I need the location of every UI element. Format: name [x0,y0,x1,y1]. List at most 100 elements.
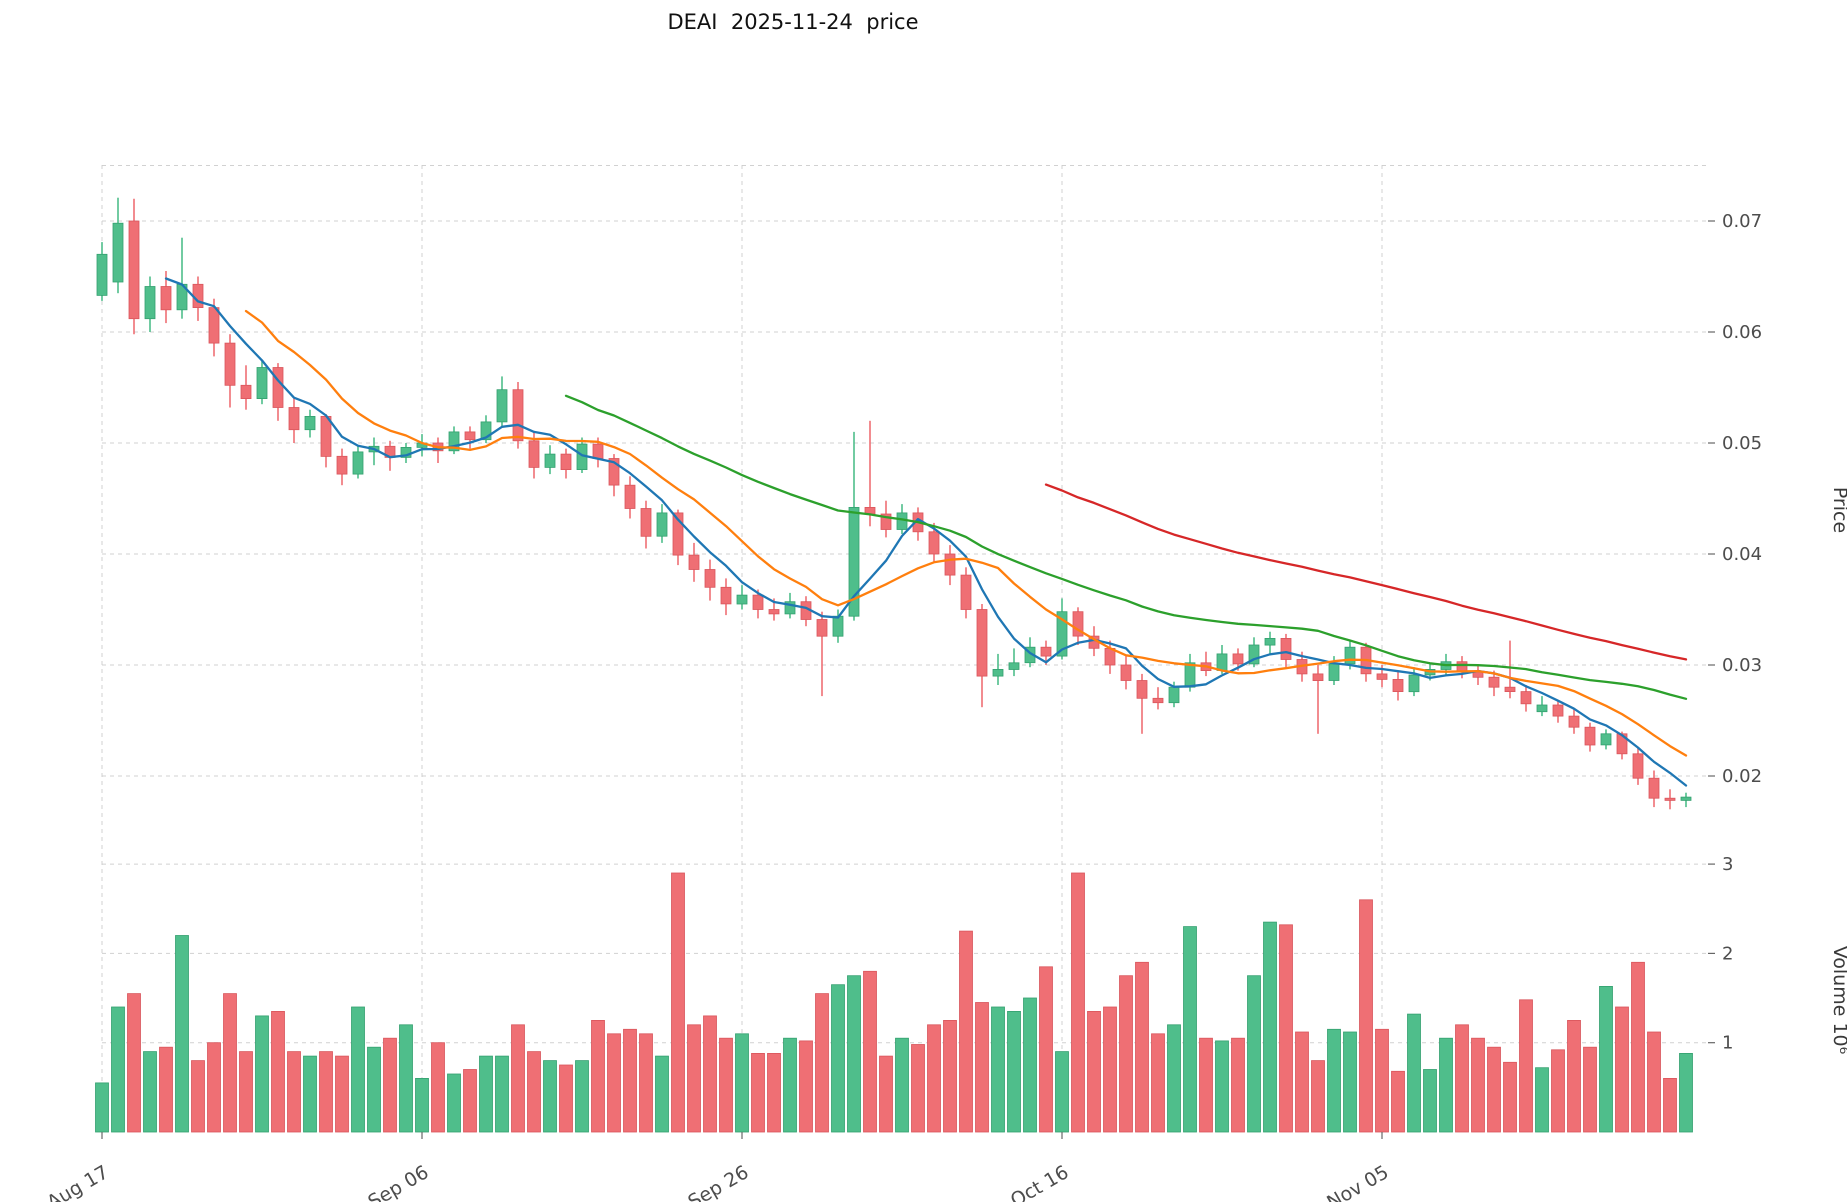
candle-body [1248,644,1260,665]
candle-body [1504,686,1516,693]
candle-body [192,283,204,308]
candle-body [336,455,348,475]
x-tick-label: Aug 17 [43,1161,112,1202]
volume-bar [1151,1033,1165,1133]
volume-bar [303,1055,317,1133]
volume-bar [527,1051,541,1133]
price-tick-label: 0.03 [1722,655,1762,676]
volume-bar [1007,1011,1021,1133]
volume-bar [719,1037,733,1133]
volume-bar [175,935,189,1133]
candle-body [512,389,524,442]
candle-body [96,253,108,296]
volume-bar [751,1053,765,1133]
volume-bar [1087,1011,1101,1133]
volume-bar [447,1073,461,1133]
volume-bar [879,1055,893,1133]
candle-body [1184,662,1196,688]
volume-bar [1599,986,1613,1133]
volume-bar [639,1033,653,1133]
candle-body [736,594,748,605]
candle-body [592,443,604,459]
volume-axis-title: Volume 10⁶ [1829,946,1847,1055]
volume-bar [1231,1037,1245,1133]
volume-bar [1471,1037,1485,1133]
volume-bar [1407,1013,1421,1133]
volume-bar [1503,1061,1517,1133]
volume-bar [1215,1040,1229,1133]
volume-bar [543,1060,557,1133]
volume-bar [191,1060,205,1133]
candle-body [1232,653,1244,665]
volume-bar [1055,1051,1069,1133]
candle-body [640,508,652,537]
volume-bar [319,1051,333,1133]
volume-bar [1247,975,1261,1133]
volume-bar [1455,1024,1469,1133]
volume-bar [1327,1028,1341,1133]
candle-body [896,512,908,530]
candle-body [1040,646,1052,657]
volume-bar [271,1011,285,1133]
ma-10-line [244,309,1688,757]
volume-bar [1679,1053,1693,1133]
volume-bar [1663,1078,1677,1133]
volume-bar [495,1055,509,1133]
candle-body [272,367,284,408]
candle-body [112,222,124,283]
candle-body [1216,653,1228,671]
volume-bar [1023,997,1037,1133]
volume-bar [479,1055,493,1133]
candle-body [768,609,780,615]
candle-body [720,586,732,605]
candle-body [960,574,972,610]
volume-bar [1519,999,1533,1133]
candle-body [1008,662,1020,670]
volume-bar [1167,1024,1181,1133]
volume-bar [1551,1049,1565,1133]
candle-body [224,342,236,386]
volume-bar [335,1055,349,1133]
x-tick-label: Nov 05 [1323,1161,1392,1202]
volume-bar [847,975,861,1133]
candle-body [480,421,492,441]
volume-bar [863,970,877,1133]
volume-bar [1295,1031,1309,1133]
volume-bar [1263,921,1277,1133]
volume-bar [671,872,685,1133]
candle-body [976,609,988,677]
volume-bar [815,993,829,1133]
volume-bar [1359,899,1373,1133]
volume-bar [1311,1060,1325,1133]
x-tick-label: Sep 26 [684,1161,752,1202]
volume-bar [287,1051,301,1133]
volume-bar [431,1042,445,1133]
volume-bar [975,1002,989,1133]
volume-bars [95,872,1693,1133]
volume-bar [1487,1046,1501,1133]
volume-bar [383,1037,397,1133]
volume-bar [591,1020,605,1133]
candle-body [560,453,572,471]
volume-bar [1647,1031,1661,1133]
candle-body [1312,673,1324,682]
volume-bar [1071,872,1085,1133]
candle-body [656,512,668,537]
volume-bar [511,1024,525,1133]
candle-body [496,389,508,423]
volume-bar [1615,1006,1629,1133]
volume-bar [623,1028,637,1133]
ma-60-line [1044,483,1688,661]
candle-body [1488,676,1500,688]
candle-body [1136,680,1148,699]
volume-bar [1279,924,1293,1133]
volume-bar [767,1053,781,1133]
candle-body [1056,611,1068,657]
candle-body [1120,664,1132,681]
volume-bar [207,1042,221,1133]
x-tick-label: Sep 06 [364,1161,432,1202]
volume-tick-label: 1 [1722,1033,1733,1054]
candle-body [288,407,300,431]
candle-body [1552,704,1564,717]
volume-bar [943,1020,957,1133]
